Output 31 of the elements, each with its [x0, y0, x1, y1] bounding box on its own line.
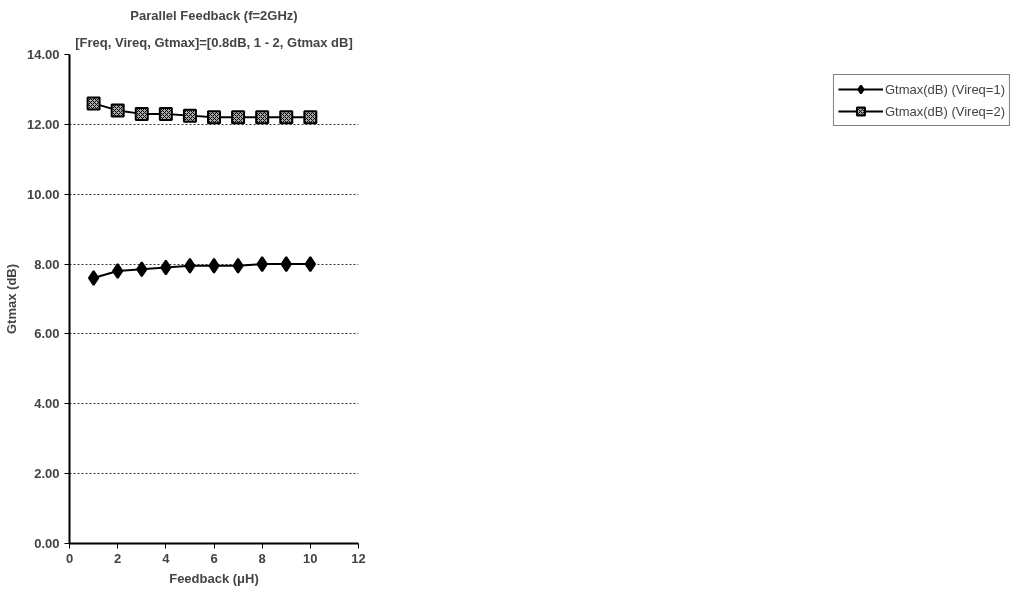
- x-tick-label: 0: [65, 550, 74, 566]
- y-tick-label: 12.00: [26, 116, 60, 132]
- point: [232, 257, 244, 274]
- point: [184, 257, 196, 274]
- y-tick-label: 4.00: [34, 396, 60, 412]
- y-tick-label: 8.00: [34, 256, 60, 272]
- y-tick-label: 2.00: [34, 466, 60, 482]
- x-tick-label: 4: [162, 550, 171, 566]
- point: [112, 263, 124, 280]
- legend-label: Gtmax(dB) (Vireq=1): [884, 81, 1005, 97]
- point: [87, 270, 100, 287]
- chart-subtitle: [Freq, Vireq, Gtmax]=[0.8dB, 1 - 2, Gtmax dB]: [75, 34, 353, 50]
- point: [208, 257, 220, 274]
- x-tick-label: 8: [258, 550, 266, 566]
- point: [136, 261, 148, 278]
- y-axis-title: Gtmax (dB): [3, 263, 19, 335]
- x-axis-title: Feedback (μH): [169, 570, 259, 586]
- y-tick-label: 10.00: [26, 186, 60, 202]
- x-tick-label: 10: [303, 550, 318, 566]
- chart-title: Parallel Feedback (f=2GHz): [130, 7, 298, 23]
- x-tick-label: 6: [210, 550, 218, 566]
- point: [160, 259, 172, 276]
- point: [280, 256, 292, 273]
- x-tick-label: 12: [351, 550, 366, 566]
- y-tick-label: 14.00: [26, 47, 60, 62]
- x-tick-label: 2: [114, 550, 122, 566]
- y-tick-label: 0.00: [34, 536, 60, 551]
- point: [304, 256, 316, 273]
- legend-label: Gtmax(dB) (Vireq=2): [884, 103, 1005, 119]
- y-tick-label: 6.00: [34, 326, 60, 342]
- point: [256, 256, 268, 273]
